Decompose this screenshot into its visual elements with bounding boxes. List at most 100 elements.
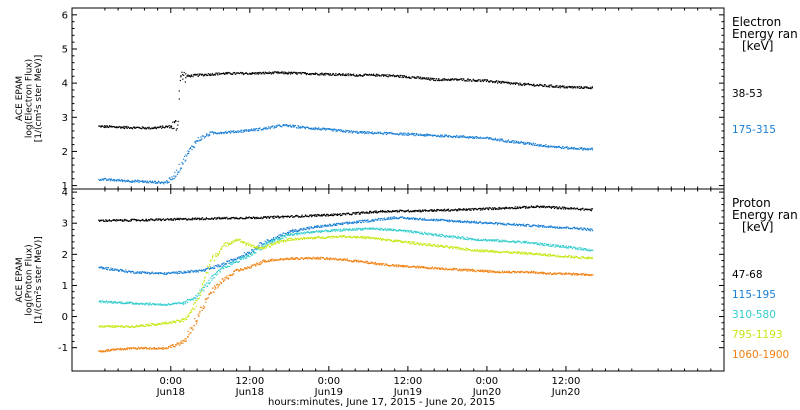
data-point	[493, 139, 495, 141]
data-point	[201, 74, 203, 76]
data-point	[293, 233, 295, 235]
data-point	[270, 73, 272, 75]
data-point	[351, 130, 353, 132]
data-point	[323, 73, 326, 75]
data-point	[525, 242, 527, 244]
data-point	[293, 71, 295, 73]
data-point	[506, 141, 508, 143]
data-point	[472, 78, 474, 80]
data-point	[178, 321, 180, 323]
data-point	[527, 241, 530, 243]
data-point	[319, 226, 321, 228]
data-point	[132, 181, 134, 183]
data-point	[575, 147, 577, 149]
data-point	[319, 215, 321, 217]
data-point	[528, 143, 530, 145]
data-point	[513, 140, 515, 142]
data-point	[253, 216, 255, 219]
data-point	[378, 217, 380, 220]
data-point	[436, 208, 438, 211]
data-point	[102, 219, 104, 221]
data-point	[546, 226, 548, 228]
data-point	[545, 144, 547, 146]
data-point	[117, 220, 119, 222]
data-point	[451, 235, 453, 237]
data-point	[176, 271, 178, 273]
data-point	[130, 326, 132, 329]
data-point	[216, 73, 218, 75]
data-point	[460, 237, 462, 239]
data-point	[249, 256, 251, 258]
data-point	[491, 239, 493, 241]
data-point	[583, 149, 585, 151]
data-point	[556, 146, 558, 148]
data-point	[373, 73, 375, 75]
data-point	[523, 242, 525, 244]
data-point	[140, 272, 143, 275]
data-point	[305, 215, 307, 218]
data-point	[231, 241, 233, 244]
data-point	[305, 229, 307, 231]
data-point	[568, 207, 570, 209]
data-point	[287, 231, 289, 234]
data-point	[171, 272, 173, 274]
data-point	[211, 131, 213, 133]
data-point	[410, 134, 412, 136]
data-point	[145, 127, 147, 129]
data-point	[100, 302, 102, 304]
data-point	[163, 303, 165, 306]
data-point	[285, 215, 287, 217]
data-point	[527, 223, 529, 226]
data-point	[311, 237, 313, 239]
data-point	[470, 238, 472, 240]
data-point	[584, 86, 587, 88]
data-point	[181, 319, 184, 321]
data-point	[212, 133, 215, 135]
data-point	[257, 128, 259, 130]
data-point	[189, 74, 191, 77]
data-point	[415, 134, 417, 137]
data-point	[457, 79, 459, 81]
data-point	[218, 265, 220, 267]
data-point	[220, 247, 223, 249]
data-point	[515, 82, 517, 84]
data-point	[394, 240, 396, 242]
data-point	[325, 225, 327, 227]
data-point	[190, 218, 192, 220]
data-point	[251, 245, 253, 247]
data-point	[341, 129, 343, 131]
data-point	[184, 303, 186, 305]
data-point	[325, 225, 327, 227]
data-point	[185, 154, 187, 156]
data-point	[128, 180, 130, 182]
data-point	[585, 229, 587, 231]
data-point	[498, 208, 501, 210]
data-point	[436, 80, 438, 82]
data-point	[422, 209, 424, 211]
data-point	[440, 135, 442, 137]
data-point	[136, 220, 138, 222]
data-point	[352, 74, 354, 76]
data-point	[498, 208, 500, 210]
data-point	[141, 324, 143, 326]
data-point	[357, 236, 359, 239]
data-point	[357, 211, 359, 214]
data-point	[371, 132, 373, 134]
data-point	[287, 234, 289, 236]
data-point	[227, 242, 229, 244]
data-point	[391, 218, 393, 220]
data-point	[396, 218, 398, 220]
data-point	[165, 273, 167, 275]
data-point	[550, 207, 552, 209]
data-point	[316, 128, 318, 130]
data-point	[459, 220, 461, 222]
data-point	[261, 246, 263, 249]
data-point	[497, 241, 499, 243]
data-point	[386, 131, 388, 134]
data-point	[585, 87, 588, 89]
data-point	[104, 125, 106, 127]
data-point	[177, 273, 179, 275]
data-point	[390, 229, 393, 231]
data-point	[499, 140, 501, 142]
data-point	[388, 74, 390, 76]
